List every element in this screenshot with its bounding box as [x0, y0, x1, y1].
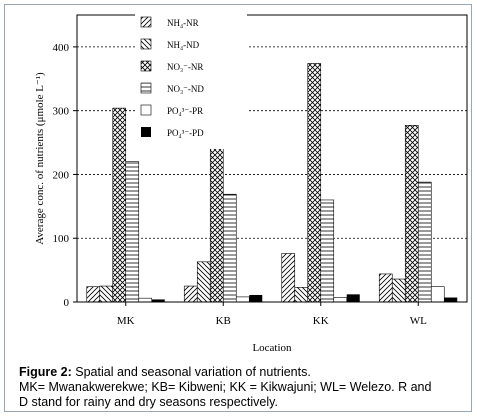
bar-mk-series-1	[99, 285, 114, 303]
caption-title: Spatial and seasonal variation of nutrie…	[71, 365, 311, 379]
bar-kb-series-3	[222, 193, 237, 303]
bars	[86, 63, 458, 303]
x-tick-label: MK	[117, 315, 135, 327]
bar-kb-series-4	[235, 296, 250, 303]
bar-kk-series-2	[307, 63, 322, 303]
axes	[73, 14, 468, 306]
y-tick-label: 400	[53, 42, 70, 54]
bar-wl-series-0	[378, 273, 393, 303]
legend-label: NH₄-ND	[167, 40, 200, 50]
legend-label: PO₄³⁻-PD	[167, 128, 204, 138]
legend-label: NH₄-NR	[167, 18, 199, 28]
legend: NH₄-NR NH₄-ND NO₃⁻-NR NO₃⁻-ND PO₄³⁻-PR PO₄³⁻-…	[135, 11, 247, 149]
bar-kk-series-5	[346, 294, 360, 302]
legend-swatch	[140, 16, 152, 28]
axis-labels: 0 100 200 300 400 MK KB KK WL Location Average con…	[34, 42, 427, 354]
bar-wl-series-4	[430, 286, 445, 303]
legend-swatch	[140, 60, 152, 72]
figure-caption: Figure 2: Spatial and seasonal variation…	[19, 365, 459, 410]
bar-wl-series-3	[417, 181, 432, 303]
plot-frame	[76, 14, 468, 303]
bar-kk-series-3	[320, 199, 335, 303]
caption-line-2: MK= Mwanakwerekwe; KB= Kibweni; KK = Kik…	[19, 380, 432, 394]
y-tick-label: 200	[53, 169, 70, 181]
figure-panel: 0 100 200 300 400 MK KB KK WL Location Average con…	[4, 4, 472, 412]
x-axis-title: Location	[252, 342, 292, 354]
legend-label: NO₃⁻-NR	[167, 62, 203, 72]
bar-kb-series-0	[183, 285, 198, 303]
legend-background	[135, 11, 247, 149]
legend-swatch	[140, 38, 152, 50]
y-tick-label: 0	[64, 297, 70, 309]
x-tick-label: KB	[216, 315, 231, 327]
bar-mk-series-2	[112, 107, 127, 303]
bar-mk-series-5	[151, 299, 165, 302]
x-tick-label: KK	[313, 315, 329, 327]
bar-kk-series-4	[333, 297, 348, 303]
nutrient-bar-chart: 0 100 200 300 400 MK KB KK WL Location Average con…	[34, 11, 468, 354]
bar-kk-series-1	[294, 287, 309, 303]
bar-wl-series-2	[404, 125, 419, 303]
bar-mk-series-3	[125, 161, 140, 303]
legend-swatch	[140, 104, 152, 116]
legend-label: NO₃⁻-ND	[167, 84, 204, 94]
bar-wl-series-5	[444, 297, 458, 302]
y-tick-label: 100	[53, 233, 70, 245]
bar-wl-series-1	[391, 278, 406, 303]
legend-swatch	[141, 127, 151, 137]
y-tick-label: 300	[53, 106, 70, 118]
caption-figure-label: Figure 2:	[19, 365, 72, 379]
caption-line-1: Figure 2: Spatial and seasonal variation…	[19, 365, 459, 380]
bar-kk-series-0	[281, 253, 296, 303]
bar-mk-series-0	[86, 286, 101, 303]
legend-swatch	[140, 82, 152, 94]
caption-line-3: D stand for rainy and dry seasons respec…	[19, 395, 278, 409]
bar-mk-series-4	[138, 297, 153, 303]
legend-label: PO₄³⁻-PR	[167, 106, 203, 116]
y-axis-title: Average conc. of nutrients (μmole L⁻¹)	[34, 72, 46, 245]
bar-kb-series-1	[196, 261, 211, 303]
x-tick-label: WL	[410, 315, 427, 327]
bar-kb-series-5	[249, 294, 263, 302]
